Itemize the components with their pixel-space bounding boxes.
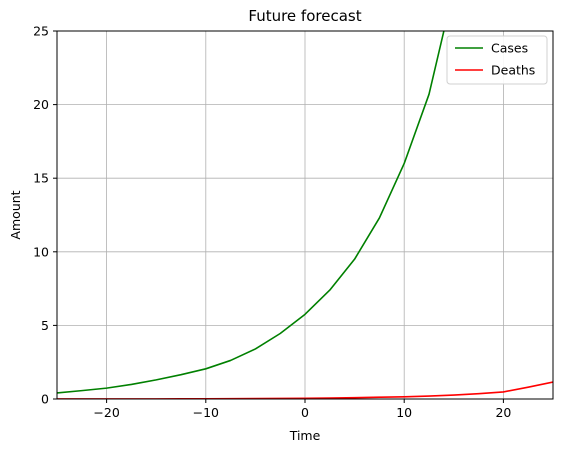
y-tick-label: 5: [41, 318, 49, 333]
y-tick-label: 25: [33, 24, 49, 39]
y-axis-label: Amount: [8, 190, 23, 239]
y-tick-label: 10: [33, 244, 49, 259]
chart-title: Future forecast: [248, 7, 361, 25]
series-line-0: [57, 31, 445, 394]
y-tick-label: 15: [33, 171, 49, 186]
legend-label: Cases: [491, 41, 528, 56]
x-tick-label: 20: [495, 405, 511, 420]
grid-lines: [57, 30, 553, 400]
x-tick-label: 0: [301, 405, 309, 420]
y-tick-label: 20: [33, 97, 49, 112]
x-axis-ticks: −20 −10 0 10 20: [93, 399, 511, 420]
y-tick-label: 0: [41, 392, 49, 407]
legend-label: Deaths: [491, 63, 535, 78]
legend: Cases Deaths: [446, 35, 548, 85]
x-tick-label: 10: [396, 405, 412, 420]
y-axis-ticks: 0 5 10 15 20 25: [33, 24, 57, 407]
x-axis-label: Time: [289, 428, 321, 443]
x-tick-label: −20: [93, 405, 119, 420]
x-tick-label: −10: [193, 405, 219, 420]
